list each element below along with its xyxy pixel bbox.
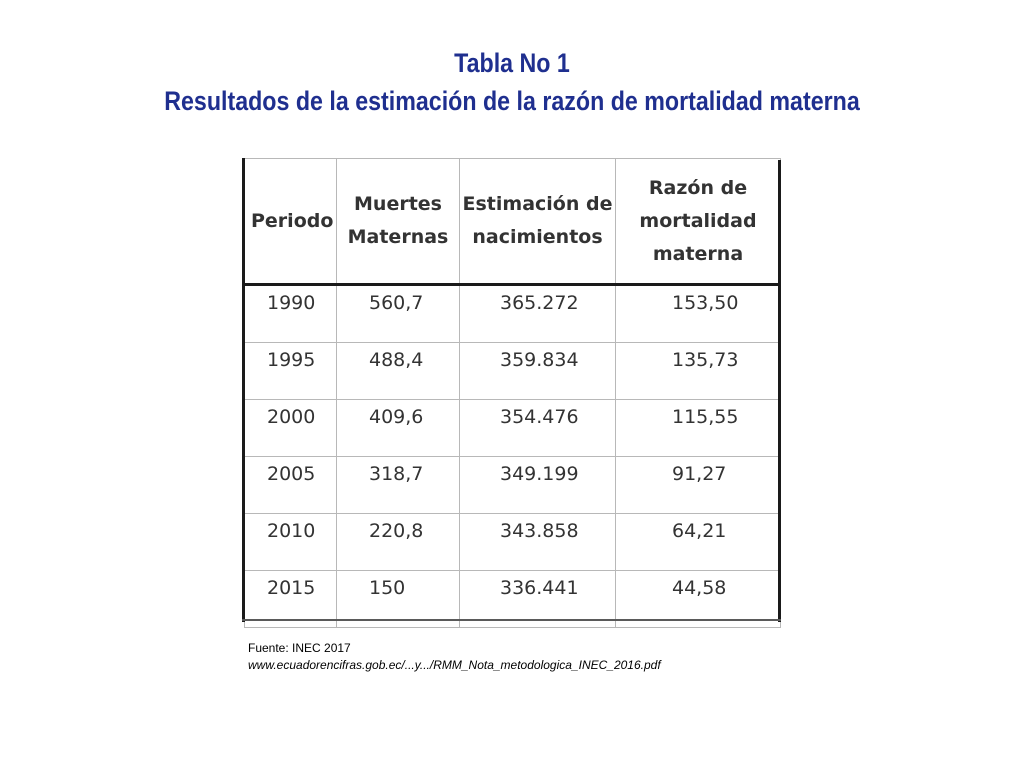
cell-nacimientos: 365.272 [459,284,616,343]
cell-nacimientos: 343.858 [459,513,616,571]
cell-muertes: 220,8 [336,513,460,571]
cell-razon: 91,27 [615,456,781,514]
cell-periodo: 1995 [244,342,337,400]
cell-nacimientos: 354.476 [459,399,616,457]
cell-periodo: 2005 [244,456,337,514]
table-row: 2015 150 336.441 44,58 [244,570,781,628]
header-razon-mortalidad: Razón de mortalidad materna [615,158,781,286]
cell-nacimientos: 359.834 [459,342,616,400]
table-row: 2000 409,6 354.476 115,55 [244,399,781,457]
mortality-table: Periodo Muertes Maternas Estimación de n… [244,158,781,628]
cell-muertes: 409,6 [336,399,460,457]
table-row: 1995 488,4 359.834 135,73 [244,342,781,400]
cell-razon: 64,21 [615,513,781,571]
cell-muertes: 488,4 [336,342,460,400]
table-right-border [778,160,781,622]
cell-periodo: 2015 [244,570,337,628]
table-bottom-border [242,619,781,621]
source-note: Fuente: INEC 2017 www.ecuadorencifras.go… [248,640,661,674]
cell-razon: 115,55 [615,399,781,457]
mortality-table-container: Periodo Muertes Maternas Estimación de n… [244,158,781,628]
header-estimacion-nacimientos: Estimación de nacimientos [459,158,616,286]
table-header-row: Periodo Muertes Maternas Estimación de n… [244,158,781,286]
cell-muertes: 318,7 [336,456,460,514]
cell-razon: 153,50 [615,284,781,343]
table-row: 1990 560,7 365.272 153,50 [244,284,781,343]
header-muertes-maternas: Muertes Maternas [336,158,460,286]
table-row: 2010 220,8 343.858 64,21 [244,513,781,571]
source-url: www.ecuadorencifras.gob.ec/...y.../RMM_N… [248,658,661,672]
table-row: 2005 318,7 349.199 91,27 [244,456,781,514]
cell-muertes: 150 [336,570,460,628]
cell-periodo: 2000 [244,399,337,457]
title-line-1: Tabla No 1 [454,48,570,78]
cell-muertes: 560,7 [336,284,460,343]
cell-periodo: 1990 [244,284,337,343]
cell-razon: 135,73 [615,342,781,400]
cell-periodo: 2010 [244,513,337,571]
slide-title: Tabla No 1 Resultados de la estimación d… [72,44,953,120]
cell-razon: 44,58 [615,570,781,628]
source-label: Fuente: INEC 2017 [248,641,351,655]
table-left-border [242,158,245,622]
title-line-2: Resultados de la estimación de la razón … [164,86,860,116]
header-periodo: Periodo [244,158,337,286]
cell-nacimientos: 349.199 [459,456,616,514]
